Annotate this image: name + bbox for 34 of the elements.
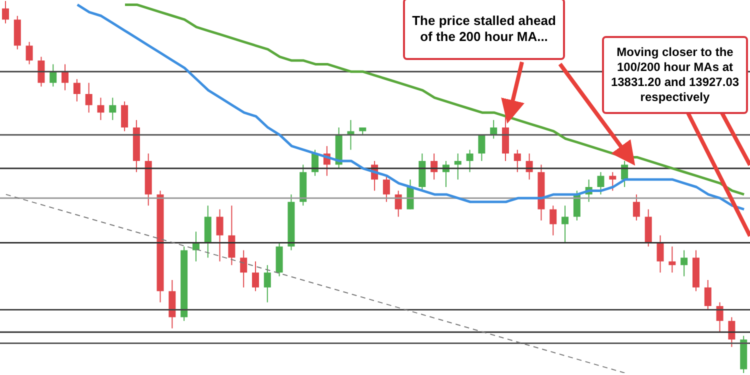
candlestick <box>632 194 640 221</box>
candlestick <box>454 153 462 180</box>
candlestick <box>562 205 569 244</box>
candlestick <box>680 250 688 277</box>
candlestick <box>252 260 259 292</box>
candlestick <box>478 134 486 162</box>
candlestick <box>216 208 224 262</box>
candlestick <box>85 82 92 114</box>
candlestick <box>728 316 736 348</box>
candlestick <box>50 64 57 88</box>
candlestick <box>240 250 248 288</box>
candlestick <box>597 172 604 195</box>
candlestick <box>121 100 128 132</box>
candlestick <box>73 78 80 102</box>
candlestick <box>668 246 676 274</box>
annotation: Moving closer to the 100/200 hour MAs at 13831.20 and 13927.03 respectively <box>610 45 740 105</box>
candlestick <box>704 280 712 310</box>
candlestick <box>97 97 104 121</box>
candlestick <box>466 149 474 173</box>
candlestick <box>716 302 724 333</box>
candlestick <box>228 205 236 266</box>
annotation: The price stalled ahead of the 200 hour MA... <box>411 13 557 45</box>
candlestick <box>62 64 69 91</box>
candlestick <box>550 205 557 236</box>
candlestick <box>609 172 616 192</box>
candlestick <box>2 1 9 24</box>
candlestick <box>514 149 521 173</box>
candlestick <box>656 234 664 274</box>
candlestick <box>109 97 116 121</box>
candlestick <box>264 264 271 303</box>
candlestick <box>394 190 402 218</box>
candlestick <box>38 56 45 88</box>
candlestick <box>26 41 33 65</box>
candlestick <box>382 175 390 202</box>
